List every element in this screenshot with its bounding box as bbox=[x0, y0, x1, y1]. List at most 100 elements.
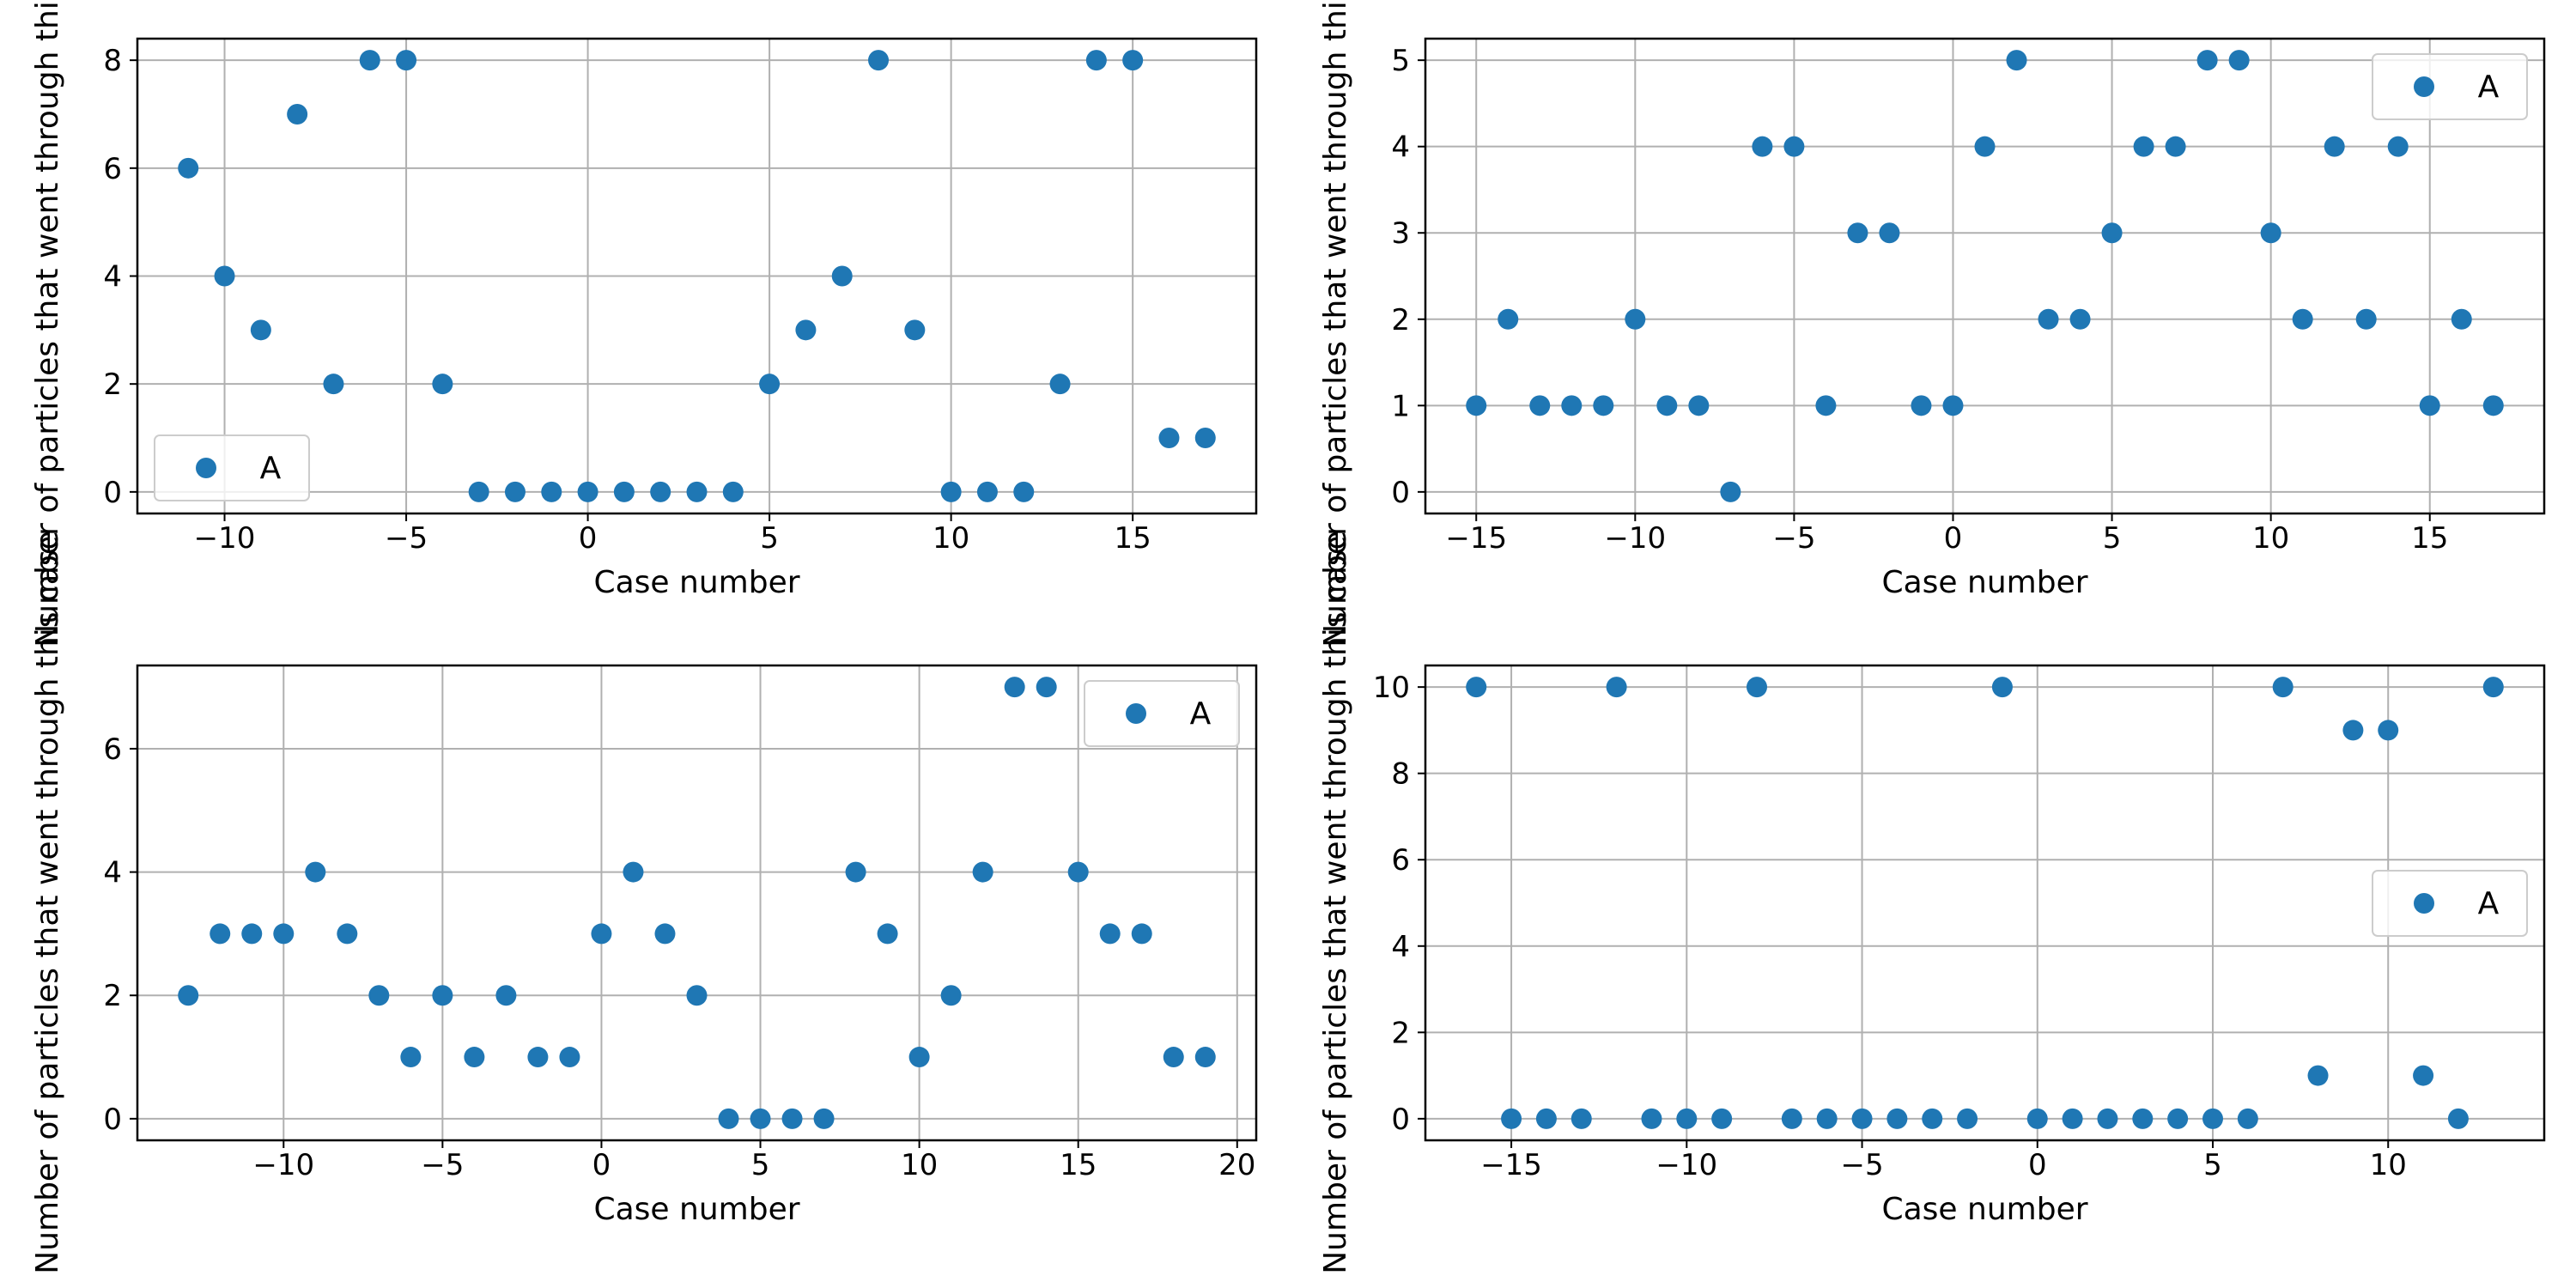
x-tick-label: 10 bbox=[901, 1148, 938, 1182]
data-point bbox=[813, 1108, 835, 1129]
data-point bbox=[432, 985, 453, 1006]
data-point bbox=[1816, 1108, 1838, 1129]
data-point bbox=[1641, 1108, 1662, 1129]
y-tick-label: 1 bbox=[1391, 389, 1410, 423]
data-point bbox=[1991, 677, 2013, 698]
data-point bbox=[400, 1047, 422, 1068]
legend-box bbox=[154, 434, 310, 501]
x-tick-label: 15 bbox=[2411, 521, 2448, 556]
data-point bbox=[1466, 395, 1487, 416]
y-tick-label: 6 bbox=[103, 732, 122, 767]
data-point bbox=[1974, 136, 1996, 157]
x-tick-label: 0 bbox=[1944, 521, 1963, 556]
data-point bbox=[2413, 1065, 2434, 1086]
data-point bbox=[323, 374, 344, 395]
data-point bbox=[178, 985, 199, 1006]
data-point bbox=[781, 1108, 803, 1129]
data-point bbox=[2482, 395, 2504, 416]
data-point bbox=[1676, 1108, 1698, 1129]
data-point bbox=[559, 1047, 580, 1068]
data-point bbox=[940, 985, 962, 1006]
data-point bbox=[972, 861, 993, 883]
data-point bbox=[1752, 136, 1773, 157]
data-point bbox=[1942, 395, 1964, 416]
x-tick-label: 5 bbox=[2103, 521, 2122, 556]
x-axis-label: Case number bbox=[1881, 1192, 2087, 1227]
chart-panel-1: −10 −5 0 5 10 15 0 2 4 6 8 Case number Number of par… bbox=[30, 0, 1258, 647]
data-point bbox=[178, 157, 199, 179]
legend-label: A bbox=[2478, 886, 2500, 921]
data-point bbox=[1004, 677, 1025, 698]
legend: A bbox=[154, 434, 310, 501]
legend: A bbox=[2372, 870, 2528, 937]
data-point bbox=[1049, 374, 1071, 395]
data-point bbox=[210, 923, 231, 945]
data-point bbox=[1498, 308, 1519, 330]
x-tick-label: −5 bbox=[421, 1148, 464, 1182]
data-point bbox=[877, 923, 898, 945]
y-tick-label: 2 bbox=[1391, 303, 1410, 337]
data-point bbox=[1851, 1108, 1873, 1129]
legend-box bbox=[2372, 870, 2528, 937]
axes-frame bbox=[1424, 37, 2546, 515]
data-point bbox=[2355, 308, 2377, 330]
data-point bbox=[940, 481, 962, 502]
data-point bbox=[241, 923, 263, 945]
data-point bbox=[2097, 1108, 2118, 1129]
data-point bbox=[432, 374, 453, 395]
x-tick-label: 5 bbox=[2203, 1148, 2222, 1182]
data-point bbox=[1122, 50, 1144, 71]
legend: A bbox=[1084, 680, 1240, 747]
y-tick-label: 4 bbox=[1391, 930, 1410, 964]
data-point bbox=[1571, 1108, 1592, 1129]
data-point bbox=[1561, 395, 1583, 416]
data-point bbox=[2237, 1108, 2258, 1129]
data-point bbox=[2272, 677, 2293, 698]
data-point bbox=[650, 481, 671, 502]
x-tick-label: −10 bbox=[194, 521, 256, 556]
data-point bbox=[495, 985, 517, 1006]
legend-marker bbox=[1126, 703, 1146, 724]
data-point bbox=[2342, 720, 2364, 741]
data-point bbox=[591, 923, 612, 945]
y-tick-label: 5 bbox=[1391, 44, 1410, 78]
x-tick-label: 5 bbox=[751, 1148, 770, 1182]
data-point bbox=[1158, 428, 1180, 449]
y-tick-label: 10 bbox=[1373, 671, 1410, 705]
data-point bbox=[527, 1047, 549, 1068]
data-point bbox=[1781, 1108, 1802, 1129]
data-point bbox=[1085, 50, 1107, 71]
data-point bbox=[1746, 677, 1767, 698]
legend-marker bbox=[2414, 76, 2434, 97]
legend-label: A bbox=[1190, 696, 1212, 732]
data-point bbox=[1720, 481, 1741, 502]
data-point bbox=[2165, 136, 2186, 157]
data-point bbox=[2260, 222, 2281, 244]
data-point bbox=[831, 265, 853, 287]
data-point bbox=[759, 374, 781, 395]
x-axis-label: Case number bbox=[593, 1192, 799, 1227]
data-point bbox=[2038, 308, 2059, 330]
data-point bbox=[722, 481, 744, 502]
data-point bbox=[1656, 395, 1678, 416]
data-point bbox=[2069, 308, 2091, 330]
x-tick-label: −5 bbox=[1772, 521, 1815, 556]
y-tick-label: 2 bbox=[103, 979, 122, 1013]
data-point bbox=[368, 985, 390, 1006]
y-tick-label: 0 bbox=[103, 476, 122, 510]
y-tick-label: 8 bbox=[1391, 757, 1410, 792]
data-point bbox=[2419, 395, 2440, 416]
data-point bbox=[1783, 136, 1805, 157]
x-tick-label: 15 bbox=[1060, 1148, 1097, 1182]
y-tick-label: 2 bbox=[1391, 1016, 1410, 1050]
data-point bbox=[2307, 1065, 2329, 1086]
data-point bbox=[1957, 1108, 1978, 1129]
x-tick-label: −15 bbox=[1480, 1148, 1542, 1182]
y-tick-label: 3 bbox=[1391, 216, 1410, 251]
x-tick-label: 10 bbox=[933, 521, 969, 556]
x-tick-label: −10 bbox=[1656, 1148, 1717, 1182]
data-point bbox=[623, 861, 644, 883]
y-axis-label: Number of particles that went through th… bbox=[30, 0, 65, 647]
y-tick-label: 2 bbox=[103, 368, 122, 402]
